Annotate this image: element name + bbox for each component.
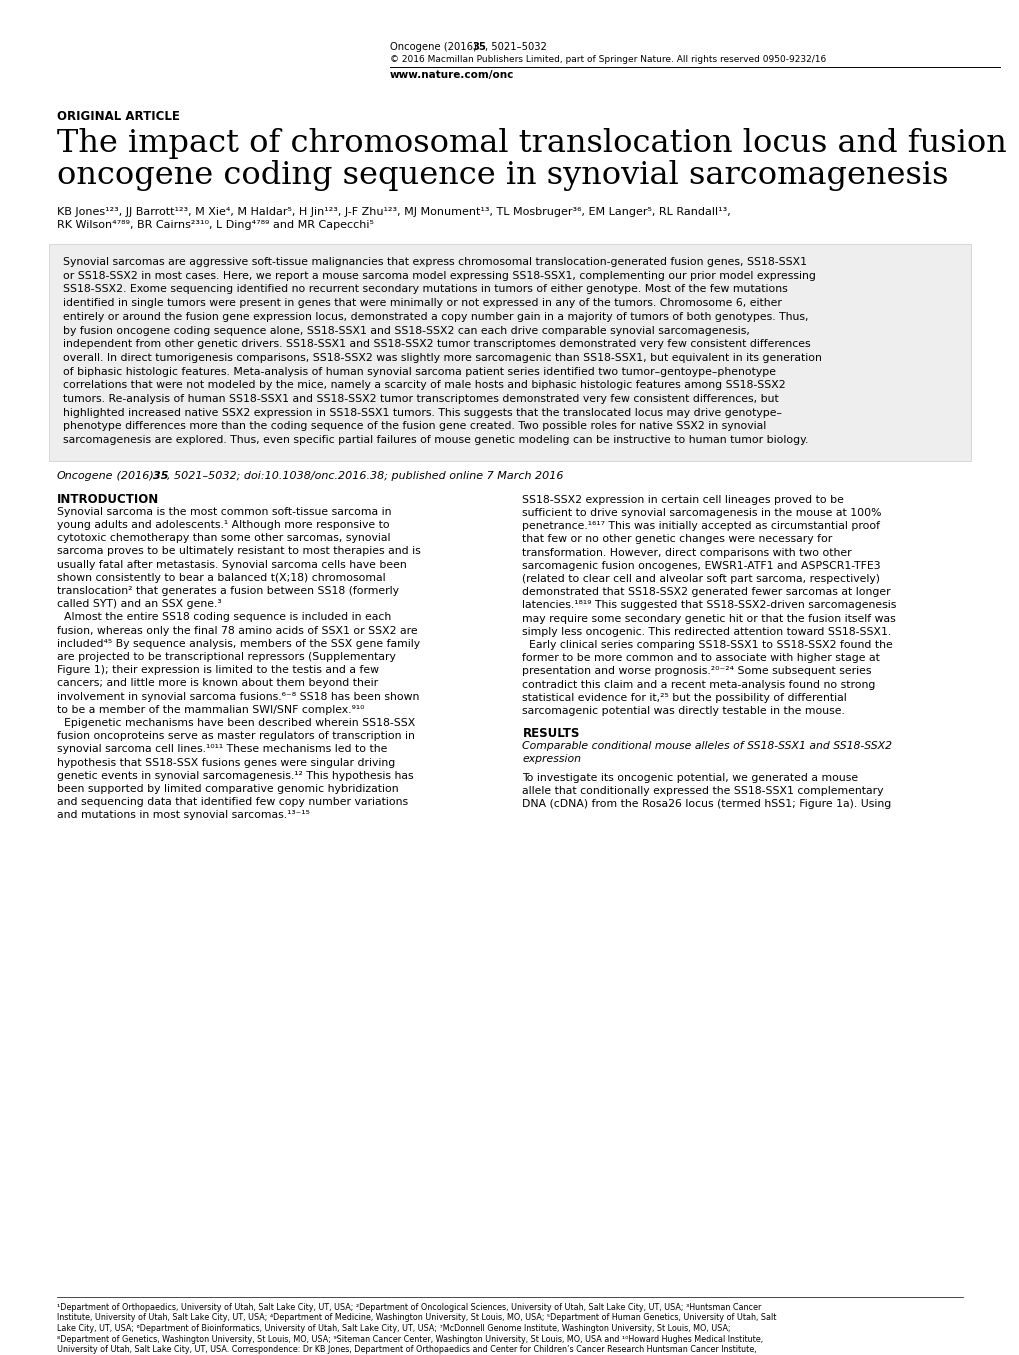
Text: shown consistently to bear a balanced t(X;18) chromosomal: shown consistently to bear a balanced t(…	[57, 573, 385, 583]
Text: University of Utah, Salt Lake City, UT, USA. Correspondence: Dr KB Jones, Depart: University of Utah, Salt Lake City, UT, …	[57, 1346, 756, 1354]
Text: former to be more common and to associate with higher stage at: former to be more common and to associat…	[522, 653, 879, 663]
Text: young adults and adolescents.¹ Although more responsive to: young adults and adolescents.¹ Although …	[57, 520, 389, 530]
Text: and mutations in most synovial sarcomas.¹³⁻¹⁵: and mutations in most synovial sarcomas.…	[57, 810, 310, 820]
Text: cytotoxic chemotherapy than some other sarcomas, synovial: cytotoxic chemotherapy than some other s…	[57, 534, 390, 543]
Text: SS18-SSX2. Exome sequencing identified no recurrent secondary mutations in tumor: SS18-SSX2. Exome sequencing identified n…	[63, 285, 787, 294]
Text: transformation. However, direct comparisons with two other: transformation. However, direct comparis…	[522, 547, 851, 558]
Text: called SYT) and an SSX gene.³: called SYT) and an SSX gene.³	[57, 599, 221, 610]
Text: synovial sarcoma cell lines.¹⁰¹¹ These mechanisms led to the: synovial sarcoma cell lines.¹⁰¹¹ These m…	[57, 744, 387, 755]
Text: translocation² that generates a fusion between SS18 (formerly: translocation² that generates a fusion b…	[57, 585, 398, 596]
Text: (2016): (2016)	[113, 470, 157, 481]
Text: allele that conditionally expressed the SS18-SSX1 complementary: allele that conditionally expressed the …	[522, 786, 883, 795]
Text: expression: expression	[522, 755, 581, 764]
Text: Synovial sarcoma is the most common soft-tissue sarcoma in: Synovial sarcoma is the most common soft…	[57, 507, 391, 516]
Text: Epigenetic mechanisms have been described wherein SS18-SSX: Epigenetic mechanisms have been describe…	[57, 718, 415, 728]
Bar	[49, 244, 970, 461]
Text: DNA (cDNA) from the Rosa26 locus (termed hSS1; Figure 1a). Using: DNA (cDNA) from the Rosa26 locus (termed…	[522, 799, 891, 809]
Text: usually fatal after metastasis. Synovial sarcoma cells have been: usually fatal after metastasis. Synovial…	[57, 560, 407, 569]
Text: sufficient to drive synovial sarcomagenesis in the mouse at 100%: sufficient to drive synovial sarcomagene…	[522, 508, 881, 518]
Text: of biphasic histologic features. Meta-analysis of human synovial sarcoma patient: of biphasic histologic features. Meta-an…	[63, 367, 775, 377]
Text: genetic events in synovial sarcomagenesis.¹² This hypothesis has: genetic events in synovial sarcomagenesi…	[57, 771, 414, 780]
Text: Institute, University of Utah, Salt Lake City, UT, USA; ⁴Department of Medicine,: Institute, University of Utah, Salt Lake…	[57, 1313, 775, 1322]
Text: 35: 35	[472, 42, 485, 51]
Text: hypothesis that SS18-SSX fusions genes were singular driving: hypothesis that SS18-SSX fusions genes w…	[57, 757, 395, 767]
Text: involvement in synovial sarcoma fusions.⁶⁻⁸ SS18 has been shown: involvement in synovial sarcoma fusions.…	[57, 691, 419, 702]
Text: overall. In direct tumorigenesis comparisons, SS18-SSX2 was slightly more sarcom: overall. In direct tumorigenesis compari…	[63, 352, 821, 363]
Text: To investigate its oncogenic potential, we generated a mouse: To investigate its oncogenic potential, …	[522, 772, 858, 783]
Text: fusion oncoproteins serve as master regulators of transcription in: fusion oncoproteins serve as master regu…	[57, 732, 415, 741]
Text: by fusion oncogene coding sequence alone, SS18-SSX1 and SS18-SSX2 can each drive: by fusion oncogene coding sequence alone…	[63, 325, 749, 336]
Text: latencies.¹⁸¹⁹ This suggested that SS18-SSX2-driven sarcomagenesis: latencies.¹⁸¹⁹ This suggested that SS18-…	[522, 600, 896, 610]
Text: sarcoma proves to be ultimately resistant to most therapies and is: sarcoma proves to be ultimately resistan…	[57, 546, 421, 557]
Text: included⁴⁵ By sequence analysis, members of the SSX gene family: included⁴⁵ By sequence analysis, members…	[57, 638, 420, 649]
Text: ¹Department of Orthopaedics, University of Utah, Salt Lake City, UT, USA; ²Depar: ¹Department of Orthopaedics, University …	[57, 1304, 760, 1312]
Text: fusion, whereas only the final 78 amino acids of SSX1 or SSX2 are: fusion, whereas only the final 78 amino …	[57, 626, 417, 635]
Text: demonstrated that SS18-SSX2 generated fewer sarcomas at longer: demonstrated that SS18-SSX2 generated fe…	[522, 587, 891, 598]
Text: Early clinical series comparing SS18-SSX1 to SS18-SSX2 found the: Early clinical series comparing SS18-SSX…	[522, 640, 893, 650]
Text: are projected to be transcriptional repressors (Supplementary: are projected to be transcriptional repr…	[57, 652, 395, 663]
Text: highlighted increased native SSX2 expression in SS18-SSX1 tumors. This suggests : highlighted increased native SSX2 expres…	[63, 408, 782, 417]
Text: Figure 1); their expression is limited to the testis and a few: Figure 1); their expression is limited t…	[57, 665, 379, 675]
Text: INTRODUCTION: INTRODUCTION	[57, 493, 159, 505]
Text: statistical evidence for it,²⁵ but the possibility of differential: statistical evidence for it,²⁵ but the p…	[522, 692, 847, 703]
Text: simply less oncogenic. This redirected attention toward SS18-SSX1.: simply less oncogenic. This redirected a…	[522, 627, 891, 637]
Text: Oncogene: Oncogene	[57, 470, 113, 481]
Text: ORIGINAL ARTICLE: ORIGINAL ARTICLE	[57, 110, 179, 123]
Text: (related to clear cell and alveolar soft part sarcoma, respectively): (related to clear cell and alveolar soft…	[522, 575, 879, 584]
Text: sarcomagenic potential was directly testable in the mouse.: sarcomagenic potential was directly test…	[522, 706, 845, 715]
Text: may require some secondary genetic hit or that the fusion itself was: may require some secondary genetic hit o…	[522, 614, 896, 623]
Text: The impact of chromosomal translocation locus and fusion: The impact of chromosomal translocation …	[57, 127, 1006, 159]
Text: www.nature.com/onc: www.nature.com/onc	[389, 70, 514, 80]
Text: 35: 35	[153, 470, 168, 481]
Text: Almost the entire SS18 coding sequence is included in each: Almost the entire SS18 coding sequence i…	[57, 612, 391, 622]
Text: Synovial sarcomas are aggressive soft-tissue malignancies that express chromosom: Synovial sarcomas are aggressive soft-ti…	[63, 257, 806, 267]
Text: identified in single tumors were present in genes that were minimally or not exp: identified in single tumors were present…	[63, 298, 782, 308]
Text: KB Jones¹²³, JJ Barrott¹²³, M Xie⁴, M Haldar⁵, H Jin¹²³, J-F Zhu¹²³, MJ Monument: KB Jones¹²³, JJ Barrott¹²³, M Xie⁴, M Ha…	[57, 207, 730, 217]
Text: to be a member of the mammalian SWI/SNF complex.⁹¹⁰: to be a member of the mammalian SWI/SNF …	[57, 705, 364, 715]
Text: independent from other genetic drivers. SS18-SSX1 and SS18-SSX2 tumor transcript: independent from other genetic drivers. …	[63, 339, 810, 350]
Text: contradict this claim and a recent meta-analysis found no strong: contradict this claim and a recent meta-…	[522, 680, 875, 690]
Text: oncogene coding sequence in synovial sarcomagenesis: oncogene coding sequence in synovial sar…	[57, 160, 948, 191]
Text: that few or no other genetic changes were necessary for: that few or no other genetic changes wer…	[522, 534, 832, 545]
Text: phenotype differences more than the coding sequence of the fusion gene created. : phenotype differences more than the codi…	[63, 421, 765, 431]
Text: RESULTS: RESULTS	[522, 728, 580, 740]
Text: presentation and worse prognosis.²⁰⁻²⁴ Some subsequent series: presentation and worse prognosis.²⁰⁻²⁴ S…	[522, 667, 871, 676]
Text: , 5021–5032: , 5021–5032	[484, 42, 546, 51]
Text: Lake City, UT, USA; ⁶Department of Bioinformatics, University of Utah, Salt Lake: Lake City, UT, USA; ⁶Department of Bioin…	[57, 1324, 730, 1333]
Text: Comparable conditional mouse alleles of SS18-SSX1 and SS18-SSX2: Comparable conditional mouse alleles of …	[522, 741, 892, 751]
Text: RK Wilson⁴⁷⁸⁹, BR Cairns²³¹⁰, L Ding⁴⁷⁸⁹ and MR Capecchi⁵: RK Wilson⁴⁷⁸⁹, BR Cairns²³¹⁰, L Ding⁴⁷⁸⁹…	[57, 220, 374, 230]
Text: sarcomagenesis are explored. Thus, even specific partial failures of mouse genet: sarcomagenesis are explored. Thus, even …	[63, 435, 808, 444]
Text: , 5021–5032; doi:10.1038/onc.2016.38; published online 7 March 2016: , 5021–5032; doi:10.1038/onc.2016.38; pu…	[167, 470, 562, 481]
Text: been supported by limited comparative genomic hybridization: been supported by limited comparative ge…	[57, 785, 398, 794]
Text: © 2016 Macmillan Publishers Limited, part of Springer Nature. All rights reserve: © 2016 Macmillan Publishers Limited, par…	[389, 56, 825, 64]
Text: penetrance.¹⁶¹⁷ This was initially accepted as circumstantial proof: penetrance.¹⁶¹⁷ This was initially accep…	[522, 522, 879, 531]
Text: entirely or around the fusion gene expression locus, demonstrated a copy number : entirely or around the fusion gene expre…	[63, 312, 808, 321]
Text: tumors. Re-analysis of human SS18-SSX1 and SS18-SSX2 tumor transcriptomes demons: tumors. Re-analysis of human SS18-SSX1 a…	[63, 394, 777, 404]
Text: or SS18-SSX2 in most cases. Here, we report a mouse sarcoma model expressing SS1: or SS18-SSX2 in most cases. Here, we rep…	[63, 271, 815, 280]
Text: Oncogene (2016): Oncogene (2016)	[389, 42, 480, 51]
Text: ⁸Department of Genetics, Washington University, St Louis, MO, USA; ⁹Siteman Canc: ⁸Department of Genetics, Washington Univ…	[57, 1335, 762, 1344]
Text: SS18-SSX2 expression in certain cell lineages proved to be: SS18-SSX2 expression in certain cell lin…	[522, 495, 844, 505]
Text: sarcomagenic fusion oncogenes, EWSR1-ATF1 and ASPSCR1-TFE3: sarcomagenic fusion oncogenes, EWSR1-ATF…	[522, 561, 880, 570]
Text: correlations that were not modeled by the mice, namely a scarcity of male hosts : correlations that were not modeled by th…	[63, 381, 785, 390]
Text: and sequencing data that identified few copy number variations: and sequencing data that identified few …	[57, 797, 408, 808]
Text: cancers; and little more is known about them beyond their: cancers; and little more is known about …	[57, 679, 378, 688]
